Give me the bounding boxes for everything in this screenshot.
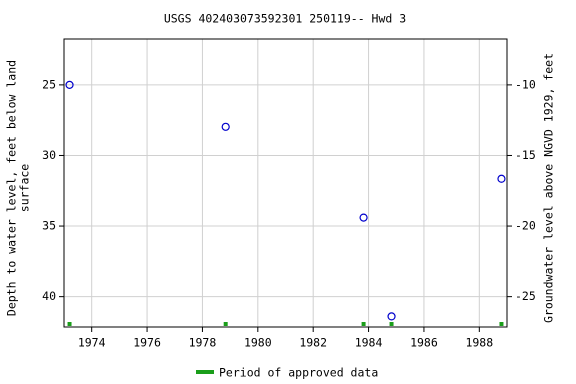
x-tick-label: 1974: [78, 336, 106, 350]
y2-tick-label: -15: [515, 148, 536, 162]
x-tick-label: 1978: [189, 336, 217, 350]
approved-marker: [499, 322, 504, 326]
x-tick-label: 1988: [465, 336, 493, 350]
data-point: [497, 174, 506, 183]
approved-marker: [361, 322, 366, 326]
legend-label: Period of approved data: [219, 366, 378, 380]
approved-marker: [67, 322, 72, 326]
x-tick-label: 1980: [244, 336, 272, 350]
y2-tick-label: -20: [515, 219, 536, 233]
approved-marker: [223, 322, 228, 326]
approved-marker: [389, 322, 394, 326]
y2-axis-label: Groundwater level above NGVD 1929, feet: [542, 53, 556, 323]
y-axis-label: Depth to water level, feet below land: [5, 60, 19, 316]
y-tick-label: 40: [42, 289, 56, 303]
x-tick-label: 1976: [133, 336, 161, 350]
chart-title: USGS 402403073592301 250119-- Hwd 3: [164, 12, 406, 26]
y-axis-label: surface: [18, 164, 32, 213]
x-tick-label: 1982: [299, 336, 327, 350]
plot-frame: [63, 38, 508, 328]
data-point: [65, 80, 74, 89]
y-tick-label: 25: [42, 77, 56, 91]
y-tick-label: 30: [42, 148, 56, 162]
x-tick-label: 1986: [410, 336, 438, 350]
y2-tick-label: -10: [515, 77, 536, 91]
data-point: [359, 213, 368, 222]
data-point: [221, 122, 230, 131]
y2-tick-label: -25: [515, 289, 536, 303]
x-tick-label: 1984: [355, 336, 383, 350]
data-point: [387, 312, 396, 321]
y-tick-label: 35: [42, 219, 56, 233]
